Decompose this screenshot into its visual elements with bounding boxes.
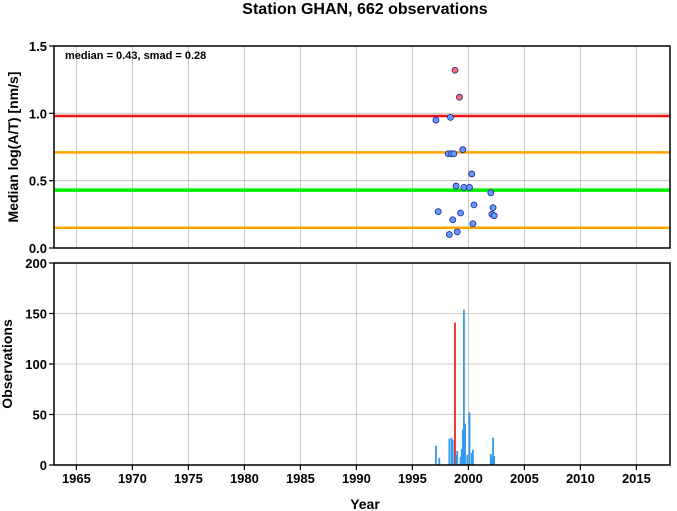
bar-axis-ticks: 1965 1970 1975 1980 1985 1990 1995 2000 2005 2010… [25, 256, 651, 486]
observations-bar-panel: 1965 1970 1975 1980 1985 1990 1995 2000 2005 2010… [0, 256, 671, 511]
data-point [449, 216, 457, 224]
data-point [468, 170, 476, 178]
scatter-y-label: Median log(A/T) [nm/s] [5, 72, 21, 223]
bar-y-tick-label: 0 [40, 458, 47, 473]
observation-bar [455, 454, 457, 465]
data-point [453, 228, 461, 236]
data-point [466, 183, 473, 191]
data-point [434, 208, 442, 216]
bar-y-tick-label: 100 [25, 357, 47, 372]
stats-annotation: median = 0.43, smad = 0.28 [65, 50, 206, 62]
observation-bar [491, 456, 493, 465]
data-point [460, 183, 468, 191]
scatter-y-tick-label: 1.5 [29, 39, 47, 54]
scatter-points [432, 66, 498, 238]
data-point [459, 146, 467, 154]
bar-frame [53, 262, 671, 466]
outlier-point [451, 66, 459, 74]
observation-bars [435, 309, 496, 465]
data-point [445, 231, 453, 238]
x-tick-label: 2010 [566, 471, 595, 486]
observation-bar [489, 453, 492, 465]
data-point [489, 204, 497, 212]
scatter-y-tick-label: 0.0 [29, 241, 47, 256]
x-tick-label: 1965 [62, 471, 91, 486]
observation-bar [460, 448, 463, 465]
x-tick-label: 1985 [286, 471, 315, 486]
bar-y-tick-label: 150 [25, 307, 47, 322]
observation-bar [468, 412, 471, 465]
data-point [490, 212, 498, 220]
magnitude-scatter-panel: 0.00.51.01.5 median = 0.43, smad = 0.28 … [5, 39, 671, 256]
x-tick-label: 1980 [230, 471, 259, 486]
scatter-y-ticks: 0.0 0.5 1.0 1.5 [29, 39, 54, 256]
bar-y-label: Observations [0, 319, 15, 409]
observation-bar [492, 437, 494, 465]
scatter-y-tick-label: 0.5 [29, 174, 47, 189]
data-point [457, 209, 464, 217]
observation-bar [451, 439, 454, 465]
x-tick-label: 2015 [622, 471, 651, 486]
data-point [447, 113, 454, 121]
x-tick-label: 2005 [510, 471, 539, 486]
data-point [432, 116, 440, 124]
data-point [452, 182, 460, 190]
x-tick-label: 1970 [118, 471, 147, 486]
x-tick-label: 2000 [454, 471, 483, 486]
x-axis-label: Year [350, 496, 380, 511]
bar-grid [54, 262, 670, 466]
observation-bar [450, 437, 453, 465]
observation-bar [435, 445, 437, 465]
observation-bar [454, 322, 456, 465]
data-point [450, 150, 458, 158]
scatter-y-tick-label: 1.0 [29, 106, 47, 121]
observation-bar [493, 455, 496, 465]
x-tick-label: 1975 [174, 471, 203, 486]
observation-bar [463, 309, 465, 465]
scatter-grid [54, 45, 670, 249]
observation-bar [456, 450, 459, 465]
data-point [469, 220, 477, 228]
scatter-frame [53, 45, 671, 249]
observation-bar [466, 454, 469, 465]
outlier-point [456, 93, 463, 101]
x-tick-label: 1990 [342, 471, 371, 486]
bar-y-tick-label: 200 [25, 256, 47, 271]
observation-bar [470, 452, 473, 465]
reference-lines [54, 114, 670, 230]
observation-bar [461, 429, 464, 465]
observation-bar [464, 423, 466, 465]
chart-title: Station GHAN, 662 observations [242, 1, 487, 18]
observation-bar [471, 449, 474, 465]
observation-bar [459, 456, 462, 465]
data-point [487, 189, 495, 197]
observation-bar [448, 438, 451, 465]
x-tick-label: 1995 [398, 471, 427, 486]
bar-y-tick-label: 50 [33, 408, 47, 423]
data-point [470, 201, 478, 209]
observation-bar [438, 457, 441, 465]
